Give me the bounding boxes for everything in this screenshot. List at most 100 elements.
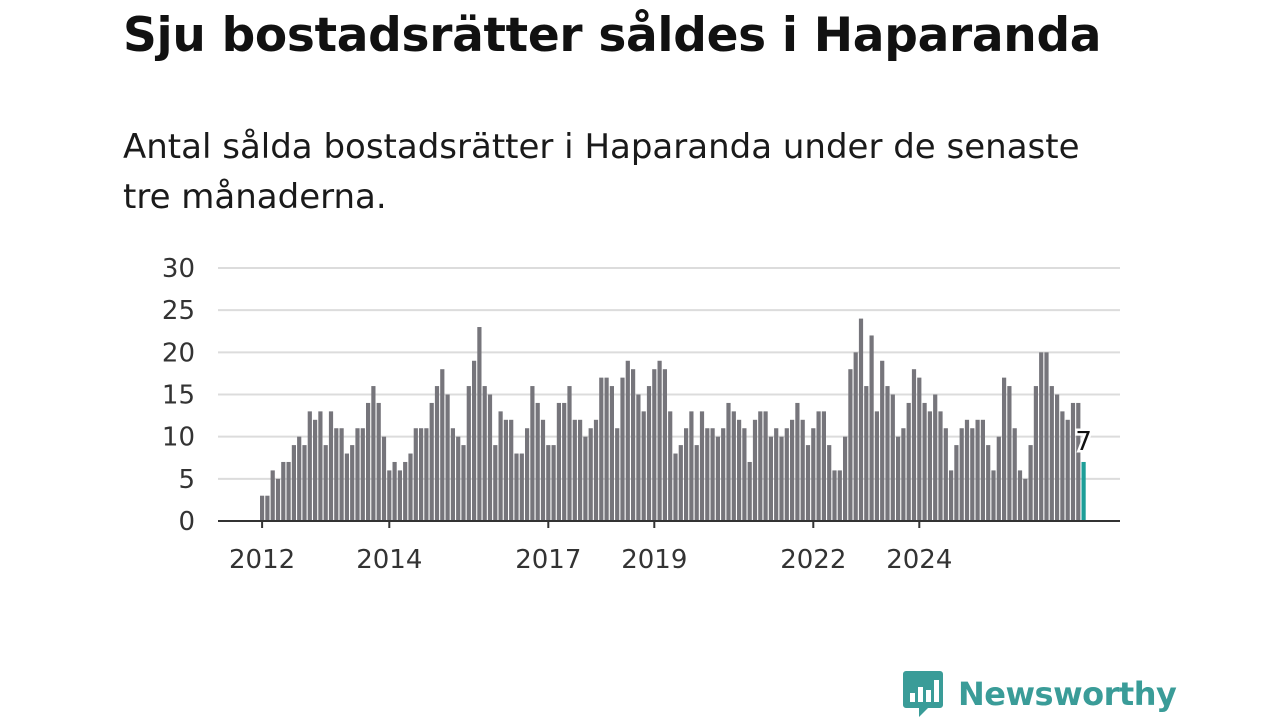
bar xyxy=(445,394,450,521)
bar xyxy=(519,453,524,521)
bar xyxy=(991,470,996,521)
bar xyxy=(334,428,339,521)
bar xyxy=(381,436,387,521)
bar xyxy=(880,360,885,521)
bar xyxy=(636,394,641,521)
bar xyxy=(758,411,763,521)
bar xyxy=(1055,394,1060,521)
bar xyxy=(514,453,519,521)
bar xyxy=(790,419,795,521)
bar xyxy=(567,386,572,521)
bar xyxy=(662,369,667,521)
bar xyxy=(747,461,752,521)
bar xyxy=(291,445,296,521)
bar xyxy=(678,445,683,521)
bar xyxy=(440,369,445,521)
bar xyxy=(387,470,392,521)
bar xyxy=(397,470,402,521)
bar xyxy=(355,428,360,521)
bar xyxy=(472,360,477,521)
bar xyxy=(800,419,805,521)
bar xyxy=(779,436,784,521)
bar xyxy=(371,386,376,521)
bar xyxy=(763,411,768,521)
bar xyxy=(673,453,678,521)
bar xyxy=(774,428,779,521)
bar xyxy=(615,428,620,521)
bar xyxy=(535,402,540,521)
bar xyxy=(864,386,869,521)
bar xyxy=(599,377,604,521)
bar xyxy=(1039,352,1044,521)
bar xyxy=(890,394,895,521)
y-tick-label: 15 xyxy=(162,381,195,411)
bar xyxy=(578,419,583,521)
bar xyxy=(699,411,705,521)
bar xyxy=(270,470,275,521)
bar xyxy=(302,445,307,521)
y-tick-label: 20 xyxy=(162,338,195,368)
bar xyxy=(392,461,397,521)
bar xyxy=(949,470,954,521)
bar xyxy=(419,428,424,521)
bar xyxy=(943,428,948,521)
x-tick-label: 2014 xyxy=(356,545,422,575)
bar xyxy=(487,394,493,521)
bar xyxy=(339,428,344,521)
bar xyxy=(726,402,731,521)
bar xyxy=(1007,386,1012,521)
bar xyxy=(811,428,816,521)
bar xyxy=(525,428,530,521)
bar xyxy=(832,470,837,521)
bar xyxy=(970,428,975,521)
bar xyxy=(938,411,943,521)
bar xyxy=(980,419,985,521)
bar xyxy=(869,335,874,521)
bar xyxy=(821,411,826,521)
bar-chart: 0 5 10 15 20 25 30 7 2012 2014 2017 2019 2022 2024 xyxy=(162,254,1120,575)
bar xyxy=(901,428,906,521)
bar xyxy=(646,386,652,521)
newsworthy-icon xyxy=(903,671,943,717)
brand-name: Newsworthy xyxy=(958,675,1177,713)
bar xyxy=(874,411,879,521)
bar xyxy=(551,445,556,521)
axes xyxy=(218,520,1120,528)
bar xyxy=(843,436,848,521)
bar xyxy=(424,428,429,521)
bar xyxy=(540,419,546,521)
bar xyxy=(604,377,609,521)
bar xyxy=(731,411,736,521)
x-tick-label: 2017 xyxy=(515,545,581,575)
bar xyxy=(657,360,662,521)
bar xyxy=(1060,411,1065,521)
x-tick-label: 2012 xyxy=(229,545,295,575)
bar xyxy=(313,419,318,521)
bar xyxy=(631,369,636,521)
bar xyxy=(885,386,890,521)
x-tick-label: 2024 xyxy=(886,545,952,575)
bar xyxy=(1012,428,1017,521)
bar xyxy=(588,428,593,521)
bar xyxy=(609,386,614,521)
bar xyxy=(1017,470,1023,521)
bar xyxy=(1044,352,1049,521)
bar xyxy=(583,436,588,521)
bar xyxy=(328,411,334,521)
bar xyxy=(556,402,561,521)
bar xyxy=(896,436,901,521)
bar xyxy=(954,445,959,521)
bar xyxy=(562,402,567,521)
bar xyxy=(689,411,694,521)
bar xyxy=(684,428,689,521)
bar xyxy=(620,377,625,521)
bar xyxy=(917,377,922,521)
bar xyxy=(366,402,371,521)
bar xyxy=(906,402,911,521)
bar xyxy=(1028,445,1033,521)
bar xyxy=(413,428,418,521)
bar xyxy=(858,318,864,521)
bar xyxy=(408,453,413,521)
tick-labels: 0 5 10 15 20 25 30 7 2012 2014 2017 2019 2022 2024 xyxy=(162,254,1094,575)
bar xyxy=(975,419,980,521)
